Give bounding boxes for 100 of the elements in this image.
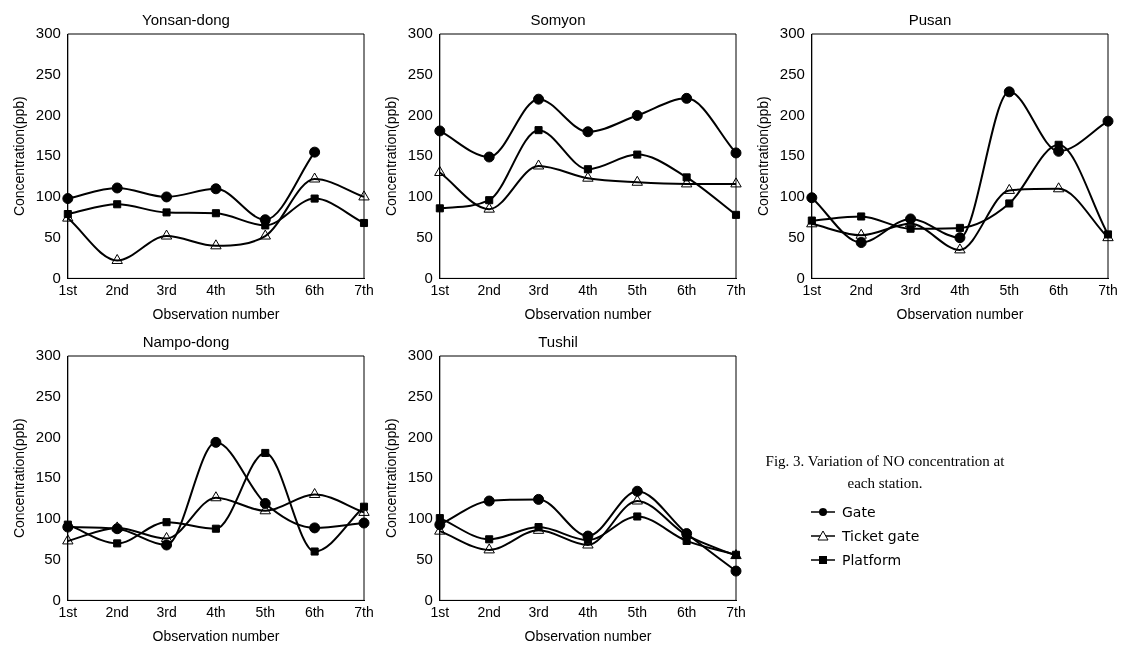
point <box>483 495 495 507</box>
legend-label: Gate <box>842 503 876 522</box>
point <box>730 565 742 577</box>
point <box>111 253 123 264</box>
y-tick-label: 150 <box>35 468 61 486</box>
point <box>583 165 592 174</box>
x-tick-label: 6th <box>676 281 697 298</box>
y-axis-title: Concentration(ppb) <box>383 96 400 217</box>
point <box>1005 199 1014 208</box>
point <box>730 147 742 159</box>
point <box>210 436 222 448</box>
y-tick-label: 300 <box>35 346 61 364</box>
x-tick-label: 2nd <box>849 281 873 298</box>
y-tick-label: 0 <box>52 268 61 286</box>
point <box>161 191 173 203</box>
y-tick-label: 50 <box>44 227 61 245</box>
x-tick-label: 5th <box>627 281 648 298</box>
point <box>435 204 444 213</box>
point <box>310 194 319 203</box>
point <box>533 93 545 105</box>
point <box>483 151 495 163</box>
point <box>434 125 446 137</box>
y-axis-title: Concentration(ppb) <box>755 96 772 217</box>
x-tick-label: 4th <box>206 281 226 298</box>
y-tick-label: 100 <box>407 187 433 205</box>
point <box>582 126 594 138</box>
x-tick-label: 5th <box>627 603 648 620</box>
point <box>259 497 271 509</box>
point <box>631 485 643 497</box>
x-tick-label: 7th <box>354 603 374 620</box>
y-tick-label: 250 <box>779 64 805 82</box>
y-tick-label: 200 <box>35 427 61 445</box>
x-axis-title: Observation number <box>152 306 280 323</box>
y-tick-label: 200 <box>407 427 433 445</box>
y-tick-label: 100 <box>35 187 61 205</box>
x-tick-label: 3rd <box>156 603 177 620</box>
x-tick-label: 5th <box>255 281 276 298</box>
point <box>111 182 123 194</box>
point <box>210 183 222 195</box>
x-tick-label: 2nd <box>105 281 129 298</box>
point <box>633 150 642 159</box>
x-tick-label: 7th <box>1098 281 1118 298</box>
y-tick-label: 300 <box>407 346 433 364</box>
point <box>261 448 270 457</box>
y-tick-label: 0 <box>424 268 433 286</box>
y-tick-label: 250 <box>407 386 433 404</box>
x-tick-label: 3rd <box>900 281 921 298</box>
point <box>359 218 369 228</box>
x-tick-label: 4th <box>578 281 598 298</box>
point <box>855 228 867 239</box>
x-tick-label: 6th <box>304 603 325 620</box>
x-tick-label: 4th <box>206 603 226 620</box>
y-tick-label: 250 <box>35 64 61 82</box>
point <box>730 177 742 188</box>
point <box>857 212 866 221</box>
x-tick-label: 4th <box>950 281 970 298</box>
y-tick-label: 150 <box>407 468 433 486</box>
point <box>113 539 122 548</box>
point <box>308 487 321 498</box>
point <box>806 192 818 204</box>
point <box>310 547 319 556</box>
point <box>954 243 966 254</box>
x-tick-label: 7th <box>354 281 374 298</box>
point <box>113 200 122 209</box>
x-tick-label: 4th <box>578 603 598 620</box>
y-tick-label: 50 <box>44 549 61 567</box>
point <box>62 193 74 205</box>
point <box>162 518 171 527</box>
y-tick-label: 150 <box>35 146 61 164</box>
point <box>211 209 220 218</box>
point <box>954 232 966 244</box>
point <box>1003 86 1015 98</box>
point <box>532 159 545 170</box>
chart-title: Tushil <box>538 333 578 351</box>
point <box>533 493 545 505</box>
x-axis-title: Observation number <box>896 306 1024 323</box>
x-tick-label: 7th <box>726 603 746 620</box>
point <box>1052 182 1065 193</box>
caption: Fig. 3. Variation of NO concentration at each station. <box>764 452 1006 493</box>
y-axis-title: Concentration(ppb) <box>11 96 28 217</box>
y-tick-label: 300 <box>407 24 433 42</box>
point <box>358 517 370 529</box>
y-tick-label: 100 <box>35 509 61 527</box>
x-tick-label: 3rd <box>528 603 549 620</box>
x-tick-label: 3rd <box>156 281 177 298</box>
point <box>358 190 370 201</box>
legend-label: Ticket gate <box>842 527 920 546</box>
point <box>160 229 173 240</box>
y-tick-label: 50 <box>788 227 805 245</box>
y-tick-label: 0 <box>52 590 61 608</box>
y-tick-label: 150 <box>779 146 805 164</box>
x-tick-label: 6th <box>304 281 325 298</box>
point <box>1102 115 1114 127</box>
x-tick-label: 2nd <box>105 603 129 620</box>
point <box>955 223 964 232</box>
chart-title: Nampo-dong <box>142 333 230 351</box>
x-tick-label: 3rd <box>528 281 549 298</box>
point <box>259 229 271 240</box>
x-axis-title: Observation number <box>524 628 652 645</box>
x-tick-label: 7th <box>726 281 746 298</box>
